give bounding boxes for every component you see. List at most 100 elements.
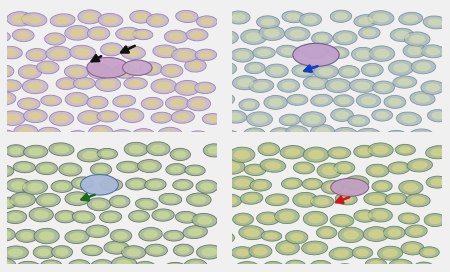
Ellipse shape — [243, 101, 255, 109]
Ellipse shape — [121, 46, 145, 59]
Ellipse shape — [265, 233, 278, 239]
Ellipse shape — [65, 92, 89, 106]
Ellipse shape — [416, 63, 431, 71]
Ellipse shape — [428, 110, 449, 122]
Ellipse shape — [253, 247, 267, 255]
Ellipse shape — [191, 133, 204, 141]
Ellipse shape — [20, 232, 33, 240]
Ellipse shape — [404, 32, 430, 46]
Ellipse shape — [335, 217, 349, 224]
Ellipse shape — [228, 113, 243, 121]
Ellipse shape — [65, 192, 90, 206]
Ellipse shape — [289, 30, 305, 38]
Ellipse shape — [72, 177, 94, 189]
Ellipse shape — [330, 214, 354, 227]
Ellipse shape — [17, 31, 30, 39]
Ellipse shape — [0, 130, 15, 142]
Ellipse shape — [23, 145, 48, 158]
Ellipse shape — [164, 30, 188, 43]
Ellipse shape — [330, 10, 351, 22]
Ellipse shape — [348, 178, 364, 187]
Ellipse shape — [282, 11, 305, 23]
Ellipse shape — [151, 112, 172, 123]
Ellipse shape — [369, 195, 385, 203]
Ellipse shape — [304, 16, 317, 24]
Ellipse shape — [184, 59, 206, 72]
Ellipse shape — [274, 209, 299, 224]
Ellipse shape — [428, 18, 443, 26]
Ellipse shape — [325, 183, 339, 191]
Ellipse shape — [293, 162, 315, 174]
Ellipse shape — [170, 166, 182, 173]
Ellipse shape — [212, 263, 236, 272]
Ellipse shape — [117, 67, 132, 76]
Ellipse shape — [111, 130, 133, 141]
Ellipse shape — [203, 144, 225, 157]
Ellipse shape — [302, 43, 328, 59]
Ellipse shape — [315, 198, 329, 205]
Ellipse shape — [14, 125, 38, 138]
Ellipse shape — [149, 246, 163, 254]
Ellipse shape — [221, 132, 236, 140]
Ellipse shape — [234, 262, 260, 272]
Ellipse shape — [7, 12, 33, 26]
Ellipse shape — [280, 146, 305, 159]
Ellipse shape — [365, 259, 387, 270]
Ellipse shape — [70, 95, 84, 104]
Ellipse shape — [82, 13, 97, 21]
Ellipse shape — [248, 64, 261, 72]
Ellipse shape — [82, 151, 98, 159]
Ellipse shape — [145, 100, 159, 107]
Ellipse shape — [285, 260, 306, 271]
Ellipse shape — [317, 163, 342, 178]
Ellipse shape — [132, 129, 155, 141]
Ellipse shape — [333, 128, 358, 142]
Ellipse shape — [285, 231, 308, 244]
Ellipse shape — [87, 198, 111, 211]
Ellipse shape — [10, 192, 36, 207]
Ellipse shape — [314, 65, 338, 79]
Ellipse shape — [49, 143, 74, 156]
Ellipse shape — [338, 164, 351, 172]
Ellipse shape — [90, 163, 112, 176]
Ellipse shape — [212, 93, 234, 106]
Ellipse shape — [36, 162, 58, 175]
Ellipse shape — [368, 230, 384, 239]
Ellipse shape — [249, 245, 272, 258]
Ellipse shape — [12, 29, 34, 42]
Ellipse shape — [15, 195, 31, 204]
Ellipse shape — [134, 261, 156, 272]
Ellipse shape — [332, 149, 347, 157]
Ellipse shape — [216, 95, 230, 104]
Ellipse shape — [149, 181, 162, 188]
Ellipse shape — [361, 63, 383, 76]
Ellipse shape — [54, 145, 69, 153]
Ellipse shape — [95, 77, 121, 91]
Ellipse shape — [382, 249, 398, 257]
Ellipse shape — [368, 11, 394, 25]
Ellipse shape — [315, 263, 328, 270]
Ellipse shape — [220, 160, 245, 174]
Ellipse shape — [28, 148, 43, 156]
Ellipse shape — [0, 33, 6, 40]
Ellipse shape — [137, 160, 161, 172]
Ellipse shape — [388, 60, 414, 75]
Ellipse shape — [4, 49, 18, 57]
Ellipse shape — [384, 130, 407, 142]
Ellipse shape — [270, 67, 284, 75]
Ellipse shape — [299, 13, 322, 26]
Ellipse shape — [423, 16, 447, 29]
Ellipse shape — [70, 194, 85, 203]
Ellipse shape — [388, 98, 402, 106]
Ellipse shape — [134, 13, 148, 21]
Ellipse shape — [103, 16, 118, 24]
Ellipse shape — [425, 83, 440, 92]
Ellipse shape — [311, 32, 333, 45]
Ellipse shape — [122, 246, 146, 259]
Ellipse shape — [237, 78, 253, 87]
Ellipse shape — [104, 181, 118, 188]
Ellipse shape — [186, 193, 211, 206]
Ellipse shape — [372, 180, 392, 192]
Ellipse shape — [270, 128, 291, 140]
Ellipse shape — [291, 97, 304, 103]
